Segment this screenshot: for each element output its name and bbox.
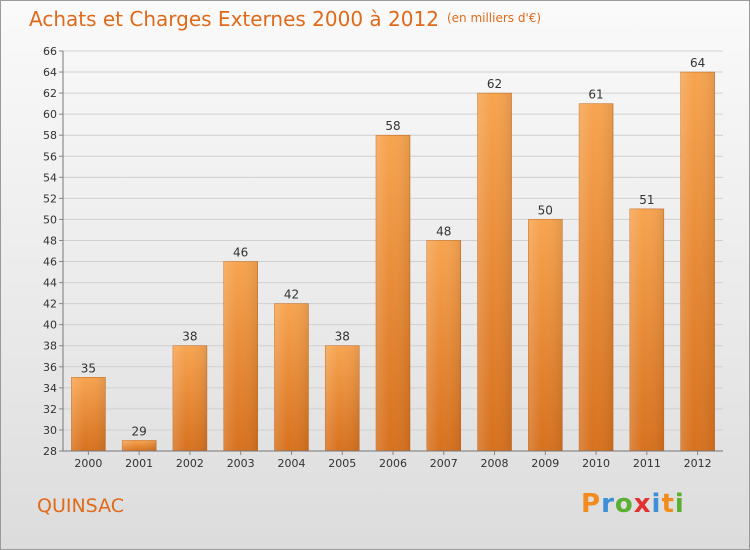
x-tick-label: 2000 [74,457,102,470]
x-tick-label: 2010 [582,457,610,470]
value-label: 61 [588,88,603,102]
x-tick-label: 2002 [176,457,204,470]
value-label: 58 [385,119,400,133]
logo-letter: r [601,489,615,519]
x-axis-ticks: 2000 2001 2002 2003 2004 2005 2006 2007 2008 2009… [74,451,712,470]
logo-letter: x [633,489,652,519]
y-tick-label: 32 [43,403,57,416]
x-tick-label: 2003 [227,457,255,470]
value-label: 48 [436,224,451,238]
y-axis-ticks: 28 30 32 34 36 38 40 42 44 46 48 50 52 54 56 58 60 62 64 66 [43,45,57,458]
value-label: 46 [233,246,248,260]
logo-letter: o [614,489,634,519]
bar-shine [376,135,410,452]
logo-letter: t [661,489,675,519]
value-label: 62 [487,77,502,91]
value-label: 42 [284,288,299,302]
bar-shine [579,103,614,451]
x-tick-label: 2004 [277,457,305,470]
y-tick-label: 52 [43,192,57,205]
chart-title: Achats et Charges Externes 2000 à 2012 (e… [29,7,542,31]
value-label: 50 [538,203,553,217]
y-tick-label: 60 [43,108,57,121]
bar-shine [71,377,106,451]
y-tick-label: 40 [43,319,57,332]
value-label: 38 [335,330,350,344]
x-tick-label: 2006 [379,457,407,470]
y-tick-label: 46 [43,256,57,269]
bar-shine [477,93,512,452]
y-tick-label: 42 [43,298,57,311]
y-tick-label: 36 [43,361,57,374]
y-tick-label: 34 [43,382,57,395]
x-tick-label: 2012 [684,457,712,470]
bar-shine [426,240,461,451]
y-tick-label: 64 [43,66,57,79]
bar-shine [172,345,207,451]
y-tick-label: 44 [43,277,57,290]
x-tick-label: 2011 [633,457,661,470]
y-tick-label: 54 [43,171,57,184]
x-tick-label: 2005 [328,457,356,470]
bar-shine [528,219,563,451]
y-tick-label: 38 [43,340,57,353]
bar-chart: 28 30 32 34 36 38 40 42 44 46 48 50 52 54 56 58 60 62 64 66… [43,45,723,470]
value-label: 64 [690,56,705,70]
y-tick-label: 28 [43,445,57,458]
y-tick-label: 66 [43,45,57,58]
value-label: 51 [639,193,654,207]
chart-subtitle: (en milliers d'€) [446,11,542,25]
bars [71,71,715,452]
logo-letter: i [674,489,685,519]
y-tick-label: 56 [43,150,57,163]
bar-shine [325,345,360,451]
y-tick-label: 62 [43,87,57,100]
place-name: QUINSAC [37,495,125,517]
y-tick-label: 48 [43,234,57,247]
proxiti-logo: Proxiti [581,489,685,519]
value-label: 29 [132,424,147,438]
x-tick-label: 2007 [430,457,458,470]
y-tick-label: 50 [43,213,57,226]
logo-letter: i [651,489,662,519]
bar-shine [122,440,157,451]
bar-shine [629,208,664,451]
bar-shine [680,72,715,451]
y-tick-label: 30 [43,424,57,437]
x-tick-label: 2008 [481,457,509,470]
value-label: 35 [81,361,96,375]
x-tick-label: 2009 [531,457,559,470]
y-tick-label: 58 [43,129,57,142]
x-tick-label: 2001 [125,457,153,470]
bar-shine [223,261,258,451]
logo-letter: P [581,489,602,519]
value-label: 38 [182,330,197,344]
bar-shine [274,303,309,451]
value-labels: 35 29 38 46 42 38 58 48 62 50 61 51 64 [81,56,706,438]
